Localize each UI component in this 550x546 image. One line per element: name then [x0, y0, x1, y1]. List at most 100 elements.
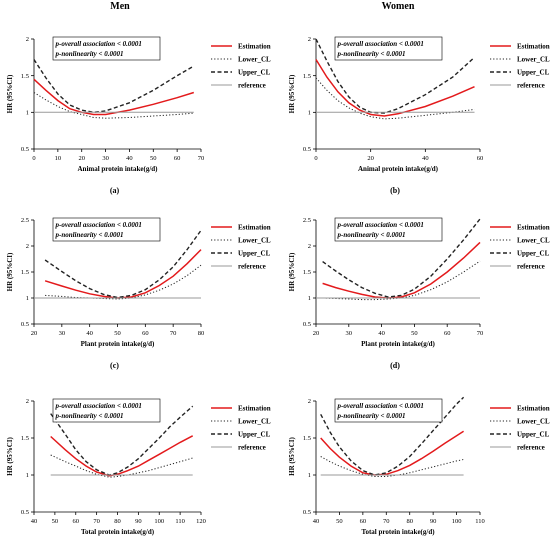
- y-tick-label: 1: [26, 110, 29, 117]
- x-tick-label: 90: [430, 518, 437, 525]
- x-axis-title: Plant protein intake(g/d): [81, 340, 155, 348]
- legend-label-estimation: Estimation: [238, 405, 271, 413]
- x-tick-label: 40: [422, 155, 429, 162]
- x-tick-label: 20: [78, 155, 85, 162]
- stat-nonlinearity: p-nonlinearity < 0.0001: [55, 412, 124, 420]
- x-tick-label: 0: [32, 155, 35, 162]
- legend-label-estimation: Estimation: [517, 224, 550, 232]
- y-tick-label: 1.5: [303, 73, 311, 80]
- column-title-women: Women: [382, 1, 415, 12]
- legend-label-reference: reference: [517, 263, 545, 271]
- y-axis-title: HR (95%CI): [6, 252, 14, 291]
- legend-label-reference: reference: [517, 82, 545, 90]
- series-estimation: [322, 241, 481, 299]
- y-tick-label: 2: [308, 36, 311, 43]
- x-tick-label: 0: [314, 155, 317, 162]
- legend: Estimation Lower_CL Upper_CL reference: [211, 405, 271, 452]
- y-tick-label: 0.5: [303, 509, 311, 516]
- x-tick-label: 60: [444, 330, 451, 337]
- stats-box-frame: [52, 217, 161, 242]
- series-upper-cl: [50, 405, 194, 476]
- legend-label-estimation: Estimation: [238, 43, 271, 51]
- series-estimation: [44, 249, 202, 299]
- legend-label-upper-cl: Upper_CL: [238, 431, 271, 439]
- stat-overall: p-overall association < 0.0001: [55, 221, 142, 229]
- y-tick-label: 2: [26, 398, 29, 405]
- legend-label-reference: reference: [517, 444, 545, 452]
- stats-box: p-overall association < 0.0001 p-nonlinea…: [334, 36, 443, 61]
- legend-label-estimation: Estimation: [517, 43, 550, 51]
- stat-nonlinearity: p-nonlinearity < 0.0001: [55, 231, 124, 239]
- x-tick-label: 20: [313, 330, 320, 337]
- legend-label-reference: reference: [238, 82, 266, 90]
- x-tick-label: 40: [86, 330, 93, 337]
- stats-box-frame: [334, 217, 443, 242]
- legend-label-lower-cl: Lower_CL: [238, 56, 271, 64]
- x-tick-label: 100: [154, 518, 164, 525]
- stat-overall: p-overall association < 0.0001: [337, 221, 424, 229]
- x-axis-title: Total protein intake(g/d): [81, 528, 155, 536]
- legend-label-upper-cl: Upper_CL: [238, 69, 271, 77]
- stats-box: p-overall association < 0.0001 p-nonlinea…: [52, 398, 161, 423]
- legend-label-estimation: Estimation: [238, 224, 271, 232]
- y-tick-label: 2: [308, 243, 311, 250]
- series-lower-cl: [322, 260, 481, 301]
- panel-label: (d): [390, 361, 400, 370]
- x-tick-label: 70: [198, 155, 205, 162]
- y-tick-label: 1.5: [303, 269, 311, 276]
- y-axis-title: HR (95%CI): [288, 436, 296, 475]
- stat-nonlinearity: p-nonlinearity < 0.0001: [337, 231, 406, 239]
- series-estimation: [320, 430, 465, 476]
- x-tick-label: 40: [378, 330, 385, 337]
- x-tick-label: 60: [174, 155, 181, 162]
- x-tick-label: 30: [346, 330, 353, 337]
- y-tick-label: 1.5: [21, 435, 29, 442]
- x-tick-label: 60: [360, 518, 367, 525]
- x-tick-label: 20: [367, 155, 374, 162]
- y-axis-title: HR (95%CI): [288, 252, 296, 291]
- y-tick-label: 2: [26, 36, 29, 43]
- legend-label-upper-cl: Upper_CL: [517, 431, 550, 439]
- legend-label-reference: reference: [238, 263, 266, 271]
- x-tick-label: 50: [52, 518, 59, 525]
- legend-label-upper-cl: Upper_CL: [238, 250, 271, 258]
- stats-box: p-overall association < 0.0001 p-nonlinea…: [334, 217, 443, 242]
- legend: Estimation Lower_CL Upper_CL reference: [211, 43, 271, 90]
- stats-box: p-overall association < 0.0001 p-nonlinea…: [52, 36, 161, 61]
- x-tick-label: 40: [31, 518, 38, 525]
- x-axis-title: Animal protein intake(g/d): [358, 165, 439, 173]
- y-tick-label: 0.5: [303, 321, 311, 328]
- series-estimation: [315, 59, 475, 117]
- stat-nonlinearity: p-nonlinearity < 0.0001: [337, 412, 406, 420]
- x-tick-label: 50: [150, 155, 157, 162]
- x-axis-title: Plant protein intake(g/d): [361, 340, 435, 348]
- y-tick-label: 2.5: [303, 217, 311, 224]
- stats-box-frame: [52, 398, 161, 423]
- x-tick-label: 10: [55, 155, 62, 162]
- x-tick-label: 60: [142, 330, 149, 337]
- y-tick-label: 0.5: [21, 146, 29, 153]
- legend-label-lower-cl: Lower_CL: [238, 418, 271, 426]
- x-tick-label: 30: [102, 155, 109, 162]
- legend-label-lower-cl: Lower_CL: [238, 237, 271, 245]
- y-tick-label: 1: [308, 472, 311, 479]
- legend: Estimation Lower_CL Upper_CL reference: [490, 405, 550, 452]
- legend-label-lower-cl: Lower_CL: [517, 237, 550, 245]
- x-tick-label: 50: [411, 330, 418, 337]
- stats-box-frame: [52, 36, 161, 61]
- x-tick-label: 80: [406, 518, 413, 525]
- x-tick-label: 110: [175, 518, 185, 525]
- stats-box: p-overall association < 0.0001 p-nonlinea…: [52, 217, 161, 242]
- x-tick-label: 70: [170, 330, 177, 337]
- y-tick-label: 2: [308, 398, 311, 405]
- legend: Estimation Lower_CL Upper_CL reference: [490, 43, 550, 90]
- legend-label-upper-cl: Upper_CL: [517, 250, 550, 258]
- y-tick-label: 2: [26, 243, 29, 250]
- x-tick-label: 50: [336, 518, 343, 525]
- x-tick-label: 70: [477, 330, 484, 337]
- series-upper-cl: [44, 229, 202, 299]
- y-tick-label: 0.5: [303, 146, 311, 153]
- y-tick-label: 1: [308, 110, 311, 117]
